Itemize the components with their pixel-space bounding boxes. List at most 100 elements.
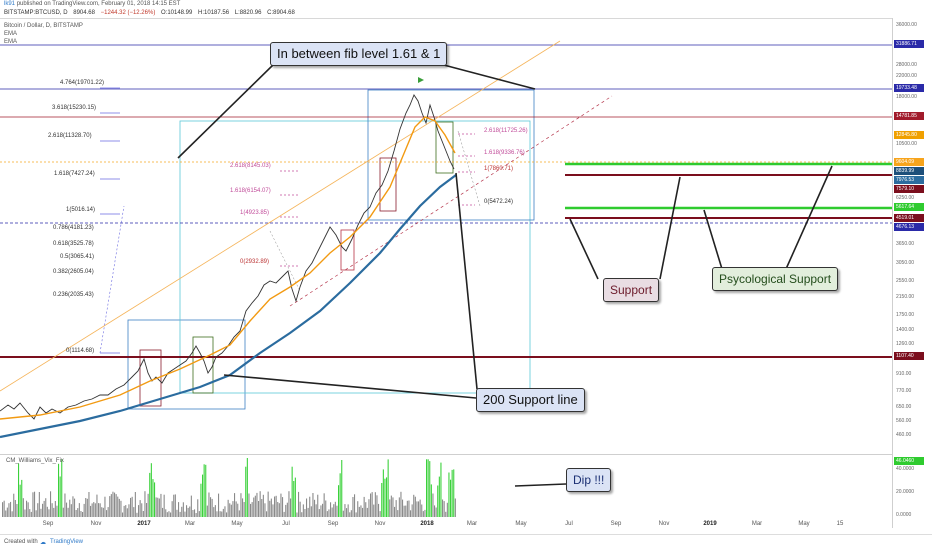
vix-bar (29, 509, 31, 517)
vix-bar (446, 502, 448, 517)
vix-bar (438, 476, 440, 517)
vix-bar (94, 503, 96, 517)
price-tick: 18000.00 (896, 94, 917, 100)
vix-bar (398, 497, 400, 517)
vix-bar (221, 511, 223, 517)
fib-connector-3 (457, 130, 481, 207)
vix-bar (426, 459, 428, 517)
vix-bar (170, 512, 172, 517)
indicator-label[interactable]: CM_Williams_Vix_Fix (6, 458, 64, 464)
vix-bar (5, 510, 7, 517)
price-tick: 22000.00 (896, 73, 917, 79)
fib-mid-label: 0(2932.89) (240, 259, 270, 265)
price-label: 12845.80 (894, 131, 924, 139)
vix-bar (104, 496, 106, 517)
vix-bar (154, 482, 156, 517)
price-axis[interactable] (892, 18, 932, 528)
vix-bar (368, 499, 370, 517)
vix-bar (184, 511, 186, 517)
vix-bar (371, 492, 373, 517)
vix-bar (226, 512, 228, 517)
vix-bar (194, 509, 196, 517)
vix-bar (123, 505, 125, 517)
vix-bar (299, 501, 301, 517)
vix-bar (106, 510, 108, 517)
vix-bar (261, 499, 263, 517)
vix-bar (354, 494, 356, 517)
ema-fast-line (0, 116, 456, 420)
vix-bar (152, 479, 154, 517)
tradingview-logo-icon: ☁ (40, 540, 46, 546)
vix-bar (350, 510, 352, 517)
vix-bar (37, 503, 39, 517)
vix-bar (274, 496, 276, 517)
vix-bar (213, 507, 215, 517)
fib-left-label: 0.618(3525.78) (53, 241, 94, 247)
vix-bar (70, 504, 72, 517)
tradingview-brand[interactable]: TradingView (50, 539, 84, 545)
vix-bar (422, 511, 424, 517)
author-link[interactable]: lk91 (4, 1, 16, 7)
vix-bar (328, 509, 330, 517)
fib-left-label: 2.618(11328.70) (48, 133, 92, 139)
vix-bar (349, 512, 351, 517)
vix-bar (75, 510, 77, 517)
symbol-label[interactable]: BITSTAMP:BTCUSD, D (4, 10, 68, 16)
vix-bar (88, 492, 90, 517)
fib-mid-label: 1.618(6154.07) (230, 188, 271, 194)
vix-bar (139, 500, 141, 517)
vix-bar (219, 511, 221, 517)
price-tick: 2150.00 (896, 294, 915, 300)
indicator-pane[interactable] (0, 454, 892, 527)
vix-bar (357, 501, 359, 517)
vix-bar (411, 504, 413, 517)
vix-bar (229, 503, 231, 517)
price-label: 4519.01 (894, 214, 924, 222)
time-tick: Sep (42, 521, 54, 527)
time-tick: Mar (751, 521, 763, 527)
vix-bar (136, 512, 138, 517)
time-tick: May (231, 521, 243, 527)
vix-bar (8, 503, 10, 517)
vix-bar (134, 492, 136, 517)
vix-bar (451, 469, 453, 517)
vix-bar (133, 507, 135, 517)
vix-bar (130, 497, 132, 517)
vix-bar (18, 463, 20, 517)
price-tick: 910.00 (896, 371, 912, 377)
vix-bar (360, 505, 362, 517)
vix-bar (53, 507, 55, 517)
low-value: L:8820.96 (234, 10, 262, 16)
legend-ema-1[interactable]: EMA (4, 31, 18, 37)
vix-bar (234, 493, 236, 517)
price-chart-drawing[interactable] (0, 19, 892, 455)
fib-right-label: 2.618(11725.26) (484, 128, 528, 134)
vix-bar (429, 461, 431, 517)
vix-bar (146, 503, 148, 517)
vix-bar (200, 483, 202, 517)
vix-bar (403, 505, 405, 517)
fib-connector-2 (269, 230, 301, 292)
vix-bar (395, 500, 397, 517)
vix-bar (339, 473, 341, 517)
vix-bar (288, 491, 290, 517)
vix-bar (38, 492, 40, 517)
vix-fix-histogram (2, 458, 567, 517)
time-tick: Nov (658, 521, 670, 527)
vix-bar (437, 485, 439, 517)
vix-bar (40, 508, 42, 517)
vix-bar (326, 511, 328, 517)
vix-bar (91, 503, 93, 517)
vix-bar (242, 498, 244, 517)
vix-bar (346, 508, 348, 517)
candle-box-1 (139, 349, 162, 407)
vix-bar (454, 498, 456, 517)
price-chart-pane[interactable] (0, 18, 892, 455)
vix-bar (309, 496, 311, 517)
legend-ema-2[interactable]: EMA (4, 39, 18, 45)
vix-bar (27, 502, 29, 517)
vix-bar (402, 499, 404, 517)
vix-bar (259, 491, 261, 517)
vix-bar (189, 506, 191, 517)
fib-left-label: 0.786(4181.23) (53, 225, 94, 231)
